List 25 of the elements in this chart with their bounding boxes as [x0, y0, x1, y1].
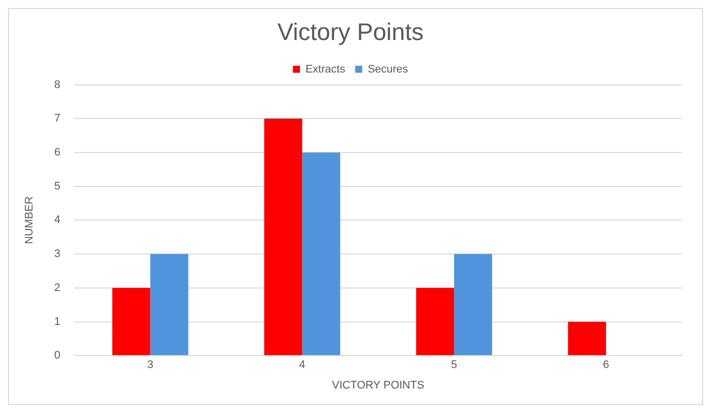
y-tick-label: 0	[54, 350, 60, 362]
bar	[150, 254, 188, 356]
bar	[112, 288, 150, 356]
y-axis-title: NUMBER	[24, 196, 36, 244]
bar	[416, 288, 454, 356]
x-tick-label: 4	[299, 359, 306, 372]
bar	[302, 152, 340, 356]
y-tick-label: 6	[54, 146, 60, 159]
legend-label: Extracts	[305, 63, 346, 76]
y-tick-label: 4	[54, 214, 60, 226]
legend-label: Secures	[368, 63, 409, 76]
y-tick-label: 3	[54, 248, 60, 260]
bar	[568, 322, 606, 356]
chart-title: Victory Points	[277, 19, 424, 46]
x-tick-label: 3	[147, 359, 154, 372]
y-tick-label: 2	[54, 282, 60, 294]
x-tick-label: 6	[602, 359, 610, 372]
y-tick-label: 7	[54, 112, 60, 125]
x-axis-title: VICTORY POINTS	[332, 379, 424, 392]
y-tick-label: 1	[54, 316, 60, 328]
bar	[264, 118, 302, 356]
x-tick-label: 5	[451, 359, 458, 372]
y-tick-label: 8	[54, 78, 60, 91]
bar	[454, 254, 492, 356]
y-tick-label: 5	[54, 180, 60, 192]
